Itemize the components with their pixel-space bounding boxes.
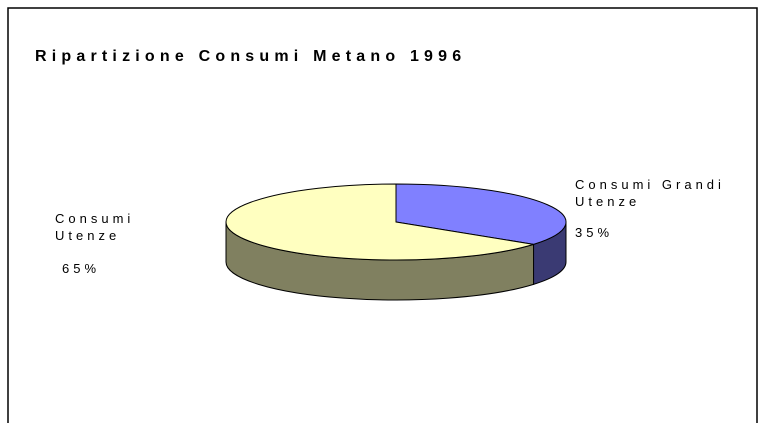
frame	[7, 7, 758, 423]
slice	[395, 183, 567, 245]
value-label: 65%	[62, 261, 101, 276]
slice-label: Consumi Grandi Utenze	[575, 177, 725, 209]
slice	[225, 183, 534, 261]
chart-title: Ripartizione Consumi Metano 1996	[35, 48, 467, 65]
value-label: 35%	[575, 225, 614, 240]
slice-label: Consumi Utenze	[55, 211, 135, 243]
